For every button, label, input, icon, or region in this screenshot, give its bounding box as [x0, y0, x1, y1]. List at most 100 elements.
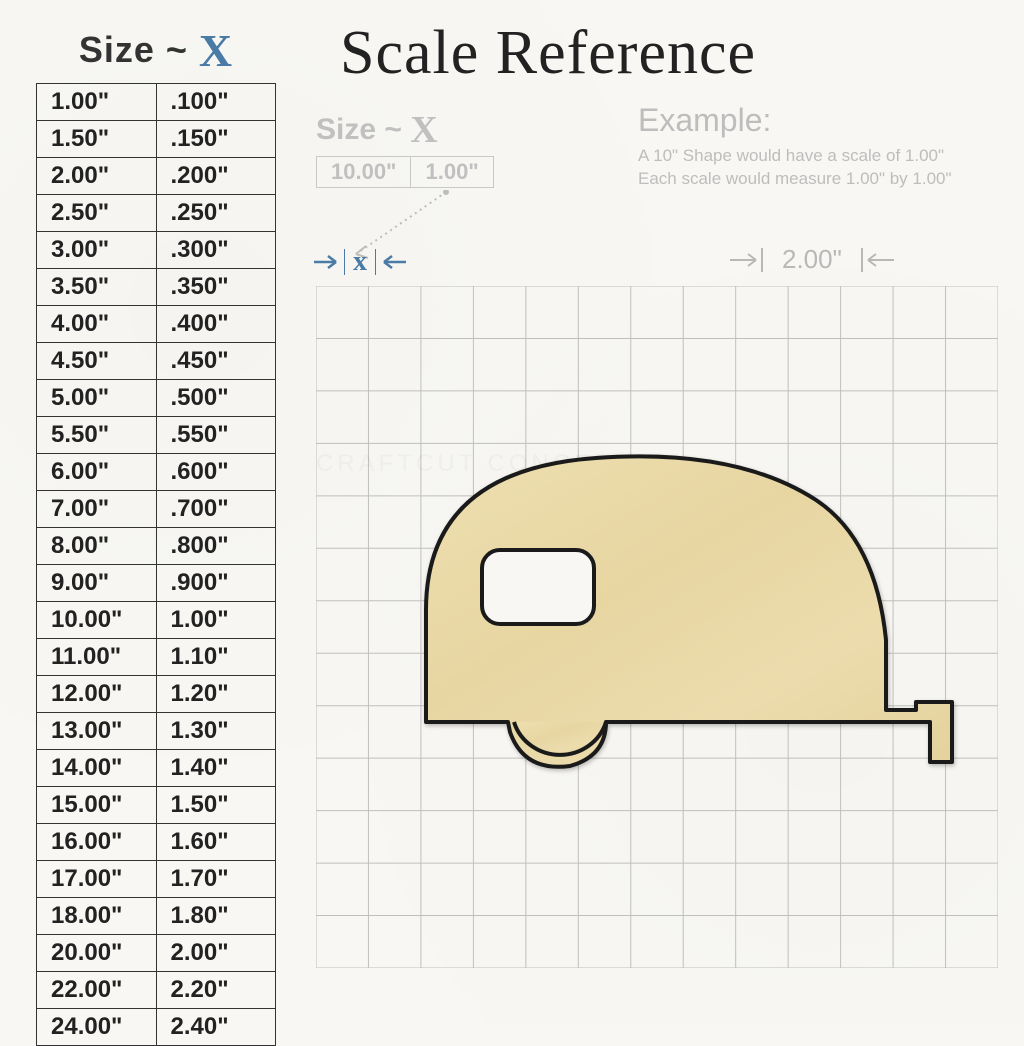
- size-header-prefix: Size ~: [79, 29, 199, 70]
- size-cell: 18.00": [37, 898, 157, 935]
- arrow-left-icon: [378, 248, 406, 276]
- size-cell: 9.00": [37, 565, 157, 602]
- table-row: 20.00"2.00": [37, 935, 276, 972]
- size-cell: 1.00": [37, 84, 157, 121]
- table-row: 9.00".900": [37, 565, 276, 602]
- size-table-header: Size ~ X: [36, 24, 276, 77]
- table-row: 24.00"2.40": [37, 1009, 276, 1046]
- scale-cell: .350": [156, 269, 276, 306]
- size-cell: 4.50": [37, 343, 157, 380]
- scale-cell: 1.10": [156, 639, 276, 676]
- scale-cell: .500": [156, 380, 276, 417]
- scale-cell: 2.20": [156, 972, 276, 1009]
- size-cell: 3.00": [37, 232, 157, 269]
- scale-cell: 1.70": [156, 861, 276, 898]
- scale-cell: .600": [156, 454, 276, 491]
- table-row: 16.00"1.60": [37, 824, 276, 861]
- table-row: 4.00".400": [37, 306, 276, 343]
- size-cell: 7.00": [37, 491, 157, 528]
- size-cell: 4.00": [37, 306, 157, 343]
- mini-header-prefix: Size ~: [316, 113, 410, 146]
- mini-example-table: Size ~ X 10.00" 1.00": [316, 108, 494, 188]
- size-cell: 15.00": [37, 787, 157, 824]
- scale-cell: .300": [156, 232, 276, 269]
- scale-cell: 1.00": [156, 602, 276, 639]
- table-row: 4.50".450": [37, 343, 276, 380]
- table-row: 2.50".250": [37, 195, 276, 232]
- size-header-x: X: [199, 25, 233, 76]
- scale-cell: 2.40": [156, 1009, 276, 1046]
- mini-cell-size: 10.00": [317, 157, 411, 188]
- size-cell: 2.00": [37, 158, 157, 195]
- size-cell: 2.50": [37, 195, 157, 232]
- size-cell: 14.00": [37, 750, 157, 787]
- mini-table: 10.00" 1.00": [316, 156, 494, 188]
- table-row: 5.00".500": [37, 380, 276, 417]
- scale-cell: .400": [156, 306, 276, 343]
- table-row: 17.00"1.70": [37, 861, 276, 898]
- scale-cell: .450": [156, 343, 276, 380]
- table-row: 3.50".350": [37, 269, 276, 306]
- scale-cell: 1.50": [156, 787, 276, 824]
- dim-bar-right: [375, 249, 376, 275]
- table-row: 3.00".300": [37, 232, 276, 269]
- table-row: 11.00"1.10": [37, 639, 276, 676]
- table-row: 1.50".150": [37, 121, 276, 158]
- scale-cell: .900": [156, 565, 276, 602]
- size-cell: 20.00": [37, 935, 157, 972]
- size-table-panel: Size ~ X 1.00".100"1.50".150"2.00".200"2…: [36, 24, 276, 1046]
- page-title: Scale Reference: [340, 18, 756, 89]
- table-row: 14.00"1.40": [37, 750, 276, 787]
- example-heading: Example:: [638, 102, 1008, 139]
- scale-cell: 1.30": [156, 713, 276, 750]
- size-cell: 1.50": [37, 121, 157, 158]
- x-marker-label: x: [347, 246, 373, 278]
- table-row: 7.00".700": [37, 491, 276, 528]
- scale-cell: .550": [156, 417, 276, 454]
- scale-cell: .150": [156, 121, 276, 158]
- table-row: 12.00"1.20": [37, 676, 276, 713]
- mini-cell-scale: 1.00": [411, 157, 493, 188]
- example-text-block: Example: A 10" Shape would have a scale …: [638, 102, 1008, 191]
- table-row: 8.00".800": [37, 528, 276, 565]
- arrow-right-icon: [730, 245, 764, 275]
- scale-cell: .800": [156, 528, 276, 565]
- size-cell: 22.00": [37, 972, 157, 1009]
- table-row: 22.00"2.20": [37, 972, 276, 1009]
- example-line-1: A 10" Shape would have a scale of 1.00": [638, 145, 1008, 168]
- dim-bar-left: [344, 249, 345, 275]
- size-cell: 16.00": [37, 824, 157, 861]
- size-table: 1.00".100"1.50".150"2.00".200"2.50".250"…: [36, 83, 276, 1046]
- size-cell: 24.00": [37, 1009, 157, 1046]
- mini-header-x: X: [410, 109, 437, 151]
- table-row: 13.00"1.30": [37, 713, 276, 750]
- scale-cell: 1.80": [156, 898, 276, 935]
- size-cell: 5.50": [37, 417, 157, 454]
- two-inch-dimension: 2.00": [730, 244, 894, 275]
- size-cell: 12.00": [37, 676, 157, 713]
- table-row: 15.00"1.50": [37, 787, 276, 824]
- arrow-left-icon: [860, 245, 894, 275]
- table-row: 6.00".600": [37, 454, 276, 491]
- table-row: 10.00"1.00": [37, 602, 276, 639]
- scale-cell: 1.60": [156, 824, 276, 861]
- size-cell: 13.00": [37, 713, 157, 750]
- x-dimension-marker: x: [314, 246, 406, 278]
- table-row: 2.00".200": [37, 158, 276, 195]
- example-line-2: Each scale would measure 1.00" by 1.00": [638, 168, 1008, 191]
- size-cell: 8.00": [37, 528, 157, 565]
- scale-cell: .100": [156, 84, 276, 121]
- table-row: 18.00"1.80": [37, 898, 276, 935]
- scale-cell: 1.20": [156, 676, 276, 713]
- two-inch-label: 2.00": [764, 244, 860, 275]
- camper-shape-icon: [396, 440, 996, 810]
- size-cell: 5.00": [37, 380, 157, 417]
- table-row: 1.00".100": [37, 84, 276, 121]
- scale-cell: .200": [156, 158, 276, 195]
- size-cell: 10.00": [37, 602, 157, 639]
- arrow-right-icon: [314, 248, 342, 276]
- table-row: 5.50".550": [37, 417, 276, 454]
- scale-cell: 2.00": [156, 935, 276, 972]
- scale-cell: .250": [156, 195, 276, 232]
- mini-header: Size ~ X: [316, 108, 494, 152]
